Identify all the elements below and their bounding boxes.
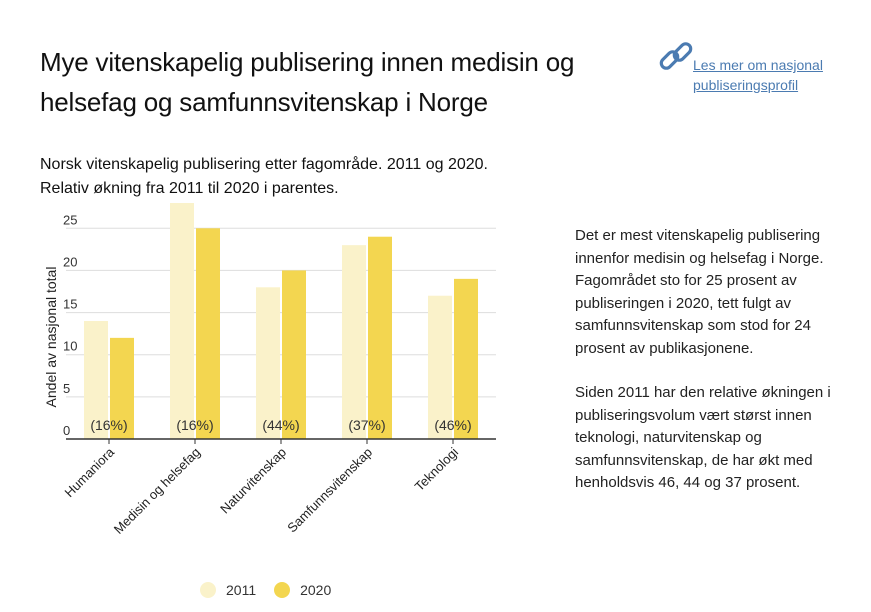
y-tick-label: 10 (63, 339, 77, 354)
x-tick-label: Samfunnsvitenskap (284, 445, 375, 536)
chart-legend: 2011 2020 (200, 578, 349, 602)
description-paragraph: Det er mest vitenskapelig publisering in… (575, 227, 824, 357)
description-paragraph: Siden 2011 har den relative økningen i p… (575, 384, 831, 491)
bar-annotation: (44%) (262, 417, 299, 433)
y-axis-label: Andel av nasjonal total (43, 267, 59, 408)
legend-label: 2011 (226, 582, 257, 598)
read-more-link-text[interactable]: Les mer om nasjonal publiseringsprofil (693, 57, 823, 93)
bar-2011-teknologi (428, 295, 452, 439)
bar-2020-teknologi (454, 278, 478, 439)
legend-item: 2011 (200, 582, 256, 598)
bar-2020-medisin-og-helsefag (196, 228, 220, 439)
y-tick-label: 20 (63, 254, 77, 269)
bar-annotation: (16%) (176, 417, 213, 433)
page-title: Mye vitenskapelig publisering innen medi… (40, 47, 575, 117)
chain-link-icon[interactable] (658, 38, 694, 74)
bar-2011-samfunnsvitenskap (342, 245, 366, 439)
x-tick-label: Medisin og helsefag (111, 445, 203, 537)
description-text: Det er mest vitenskapelig publisering in… (575, 225, 845, 517)
x-tick-label: Teknologi (412, 444, 462, 494)
bar-annotation: (37%) (348, 417, 385, 433)
bar-2020-naturvitenskap (282, 270, 306, 439)
legend-swatch (274, 582, 291, 598)
chart-title: Norsk vitenskapelig publisering etter fa… (40, 156, 488, 197)
bar-chart: 0 5 10 15 20 25 Andel av nasjonal total (16%) Hu… (43, 203, 496, 537)
legend-label: 2020 (300, 582, 332, 598)
x-tick-label: Humaniora (62, 444, 118, 500)
legend-item: 2020 (274, 582, 331, 598)
y-tick-label: 5 (63, 381, 70, 396)
bar-2011-naturvitenskap (256, 287, 280, 439)
bar-annotation: (16%) (90, 417, 127, 433)
bar-2020-humaniora (110, 337, 134, 439)
bar-2020-samfunnsvitenskap (368, 236, 392, 439)
y-tick-label: 0 (63, 423, 70, 438)
legend-swatch (200, 582, 216, 598)
bar-2011-humaniora (84, 321, 108, 439)
bar-2011-medisin-og-helsefag (170, 203, 194, 439)
y-tick-label: 15 (63, 297, 77, 312)
read-more-link[interactable]: Les mer om nasjonal publiseringsprofil (658, 38, 858, 98)
bar-annotation: (46%) (434, 417, 471, 433)
x-tick-label: Naturvitenskap (217, 445, 289, 517)
y-tick-label: 25 (63, 212, 77, 227)
